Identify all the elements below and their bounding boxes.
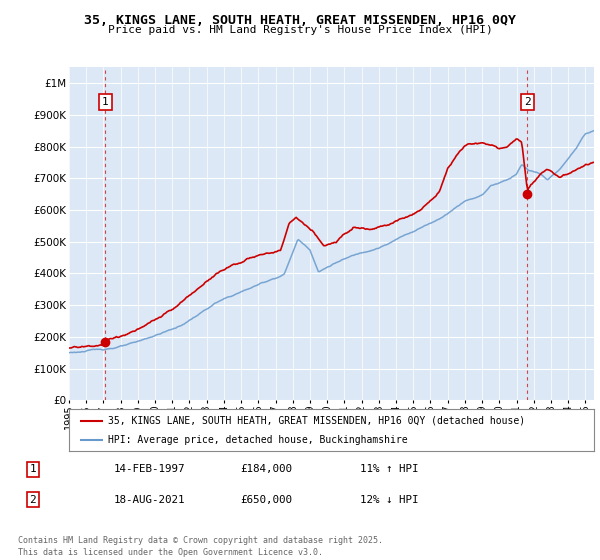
Text: Price paid vs. HM Land Registry's House Price Index (HPI): Price paid vs. HM Land Registry's House … [107, 25, 493, 35]
Text: 1: 1 [102, 97, 109, 107]
Text: 2: 2 [29, 494, 37, 505]
Text: 2: 2 [524, 97, 531, 107]
Text: 12% ↓ HPI: 12% ↓ HPI [360, 494, 419, 505]
Text: 18-AUG-2021: 18-AUG-2021 [114, 494, 185, 505]
Text: 35, KINGS LANE, SOUTH HEATH, GREAT MISSENDEN, HP16 0QY (detached house): 35, KINGS LANE, SOUTH HEATH, GREAT MISSE… [109, 416, 526, 426]
Text: 11% ↑ HPI: 11% ↑ HPI [360, 464, 419, 474]
Text: 35, KINGS LANE, SOUTH HEATH, GREAT MISSENDEN, HP16 0QY: 35, KINGS LANE, SOUTH HEATH, GREAT MISSE… [84, 14, 516, 27]
Text: 14-FEB-1997: 14-FEB-1997 [114, 464, 185, 474]
Text: HPI: Average price, detached house, Buckinghamshire: HPI: Average price, detached house, Buck… [109, 435, 408, 445]
Text: £184,000: £184,000 [240, 464, 292, 474]
Text: £650,000: £650,000 [240, 494, 292, 505]
Text: 1: 1 [29, 464, 37, 474]
Text: Contains HM Land Registry data © Crown copyright and database right 2025.
This d: Contains HM Land Registry data © Crown c… [18, 536, 383, 557]
